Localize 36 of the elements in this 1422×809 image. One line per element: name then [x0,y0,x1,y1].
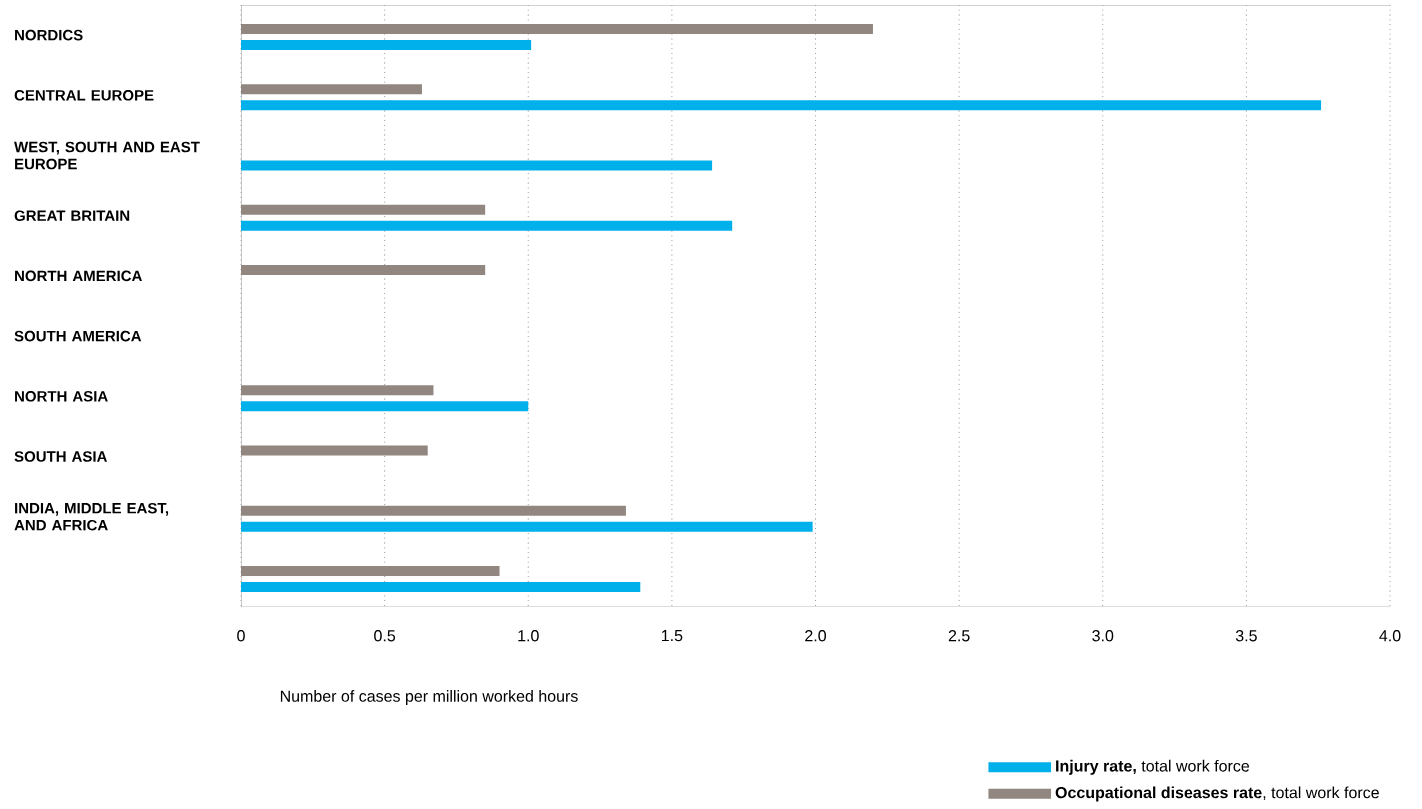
y-tick-label: SOUTH ASIA [14,451,108,462]
bar [241,204,486,215]
bar [241,160,713,171]
x-tick-label: 0 [237,630,245,642]
bar [241,24,873,35]
y-tick-label: WEST, SOUTH AND EAST EUROPE [14,141,200,170]
bar [241,505,626,516]
bar [241,100,1322,111]
legend-label: Occupational diseases rate, total work force [1055,786,1379,802]
bar [241,385,434,396]
x-axis-title: Number of cases per million worked hours [280,690,578,705]
y-tick-label: CENTRAL EUROPE [14,89,154,101]
x-tick-label: 4.0 [1379,630,1401,642]
x-tick-label: 1.0 [518,630,539,642]
y-tick-label: NORTH AMERICA [15,270,142,282]
legend-label: Injury rate, total work force [1056,759,1250,775]
x-tick-label: 0.5 [374,630,396,642]
bar [241,264,486,275]
bar [241,581,641,592]
bar [241,401,529,412]
y-tick-label: NORDICS [15,29,83,41]
x-tick-label: 2.5 [948,630,970,642]
bar [241,84,422,95]
x-tick-label: 2.0 [805,630,827,642]
y-tick-label: INDIA, MIDDLE EAST, AND AFRICA [14,502,169,531]
y-tick-label: SOUTH AMERICA [14,330,142,342]
y-tick-label: GREAT BRITAIN [14,210,130,221]
x-tick-label: 3.0 [1092,630,1114,642]
bar [241,565,500,576]
bar [241,40,532,51]
bar [241,445,428,456]
bar [241,521,813,532]
x-tick-label: 3.5 [1235,630,1257,642]
y-tick-label: NORTH ASIA [15,390,108,402]
x-tick-label: 1.5 [661,630,683,642]
bar [241,220,733,231]
